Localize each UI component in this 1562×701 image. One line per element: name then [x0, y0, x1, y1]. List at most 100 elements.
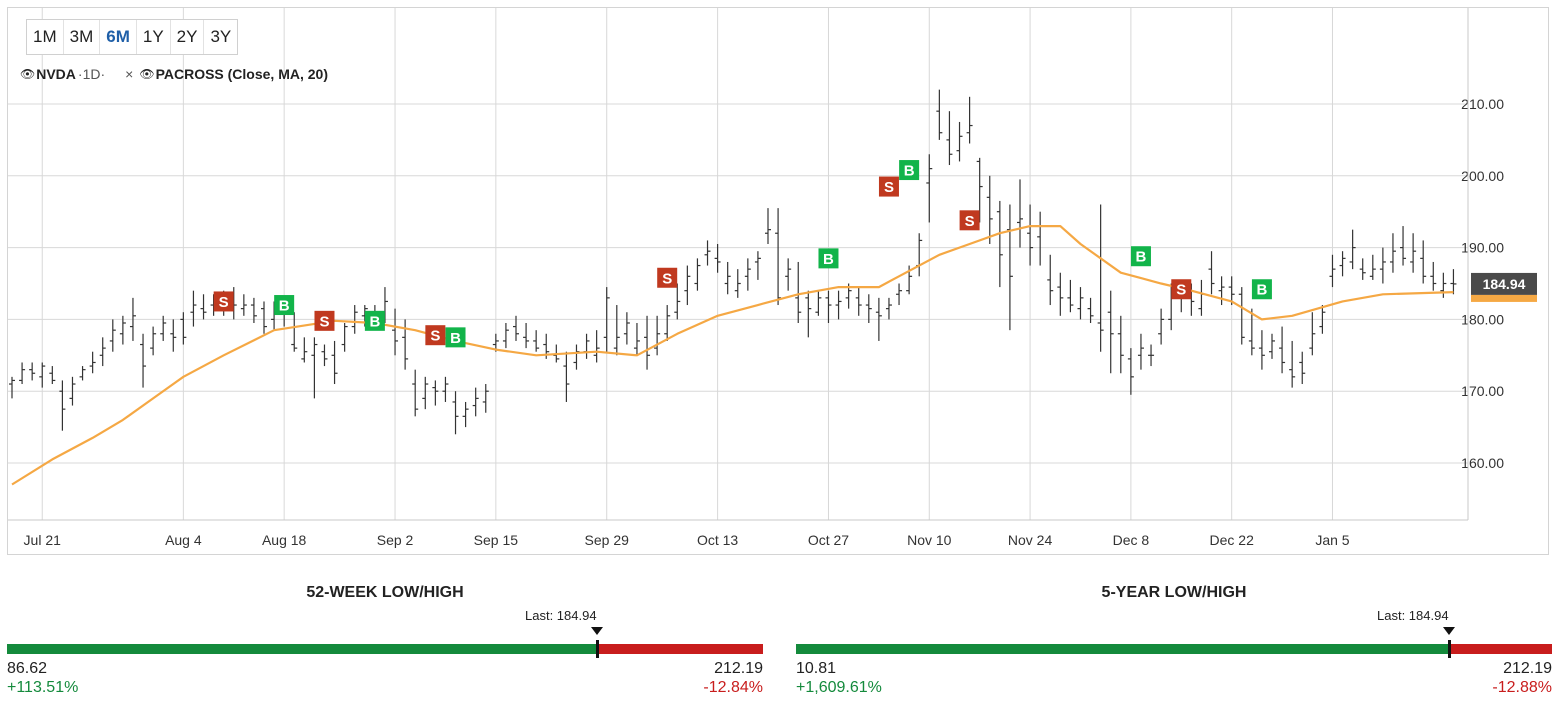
ohlc-bar: [654, 315, 661, 356]
buy-signal-label: B: [450, 330, 461, 347]
ohlc-bar: [1258, 330, 1265, 370]
week52-title: 52-WEEK LOW/HIGH: [306, 584, 464, 601]
sell-signal-label: S: [219, 294, 229, 311]
buy-signal-label: B: [904, 163, 915, 180]
ohlc-bar: [29, 362, 36, 381]
ohlc-bar: [976, 157, 983, 223]
y-tick-label: 160.00: [1461, 455, 1504, 471]
ohlc-bar: [785, 258, 792, 291]
ohlc-bar: [765, 208, 771, 245]
x-tick-label: Sep 15: [474, 532, 519, 548]
buy-signal[interactable]: [1251, 279, 1272, 300]
ohlc-bar: [573, 344, 580, 370]
ohlc-bar: [109, 319, 116, 352]
ohlc-bar: [240, 294, 247, 316]
remove-study-icon[interactable]: ×: [125, 66, 134, 82]
ohlc-bar: [664, 305, 671, 341]
ohlc-bar: [1017, 179, 1023, 248]
range-button-2y[interactable]: 2Y: [171, 20, 205, 54]
buy-signal[interactable]: [1130, 246, 1151, 267]
year5-last-label: Last: 184.94: [1377, 608, 1449, 623]
ohlc-bar: [583, 333, 590, 359]
x-tick-label: Oct 27: [808, 532, 849, 548]
buy-signal[interactable]: [818, 248, 839, 269]
sell-signal[interactable]: [1171, 279, 1192, 300]
ohlc-bar: [89, 351, 96, 374]
ohlc-bar: [392, 308, 399, 356]
ohlc-bar: [1309, 312, 1316, 356]
buy-signal[interactable]: [274, 295, 295, 316]
ohlc-bar: [694, 258, 701, 291]
sell-signal[interactable]: [425, 325, 446, 346]
ohlc-bar: [1027, 204, 1034, 266]
ohlc-bar: [1400, 226, 1407, 266]
ohlc-bar: [180, 312, 187, 345]
ohlc-bar: [160, 315, 167, 341]
x-tick-label: Dec 8: [1113, 532, 1150, 548]
ma20-line: [11, 225, 1454, 486]
range-button-3y[interactable]: 3Y: [210, 27, 232, 46]
ohlc-bar: [1087, 297, 1094, 323]
year5-low: 10.81: [796, 660, 837, 677]
sell-signal[interactable]: [314, 310, 335, 331]
sell-signal[interactable]: [878, 176, 899, 197]
ohlc-bar: [896, 283, 903, 306]
ohlc-bar: [623, 312, 630, 345]
sell-signal[interactable]: [959, 210, 980, 231]
ohlc-bar: [311, 337, 318, 399]
range-button-1y[interactable]: 1Y: [137, 20, 171, 54]
range-button-3m[interactable]: 3M: [64, 20, 101, 54]
eye-icon[interactable]: 👁: [139, 67, 155, 81]
ohlc-bar: [1248, 308, 1255, 356]
eye-icon[interactable]: 👁: [20, 67, 36, 81]
ohlc-bar: [442, 376, 449, 402]
ohlc-bar: [1269, 333, 1275, 359]
ohlc-bar: [966, 96, 973, 144]
ohlc-bar: [1117, 315, 1124, 374]
ohlc-bar: [462, 401, 469, 428]
ohlc-bar: [1450, 269, 1457, 295]
buy-signal-label: B: [369, 313, 380, 330]
week52-high-pct: -12.84%: [703, 679, 763, 696]
ohlc-bar: [170, 319, 177, 352]
buy-signal[interactable]: [445, 327, 466, 348]
week52-high: 212.19: [714, 660, 763, 677]
price-chart[interactable]: 210.00 200.00 190.00 180.00 170.00 160.00 Jul …: [0, 0, 1562, 560]
ohlc-bar: [412, 369, 419, 417]
ohlc-bar: [956, 121, 963, 162]
ohlc-bar: [613, 305, 620, 356]
ohlc-bar: [1158, 308, 1165, 345]
ohlc-bar: [79, 366, 86, 381]
legend-interval: ·1D·: [77, 66, 106, 82]
ohlc-bar: [1208, 251, 1215, 295]
buy-signal-label: B: [1136, 249, 1147, 266]
ohlc-bar: [291, 312, 298, 352]
last-price-badge: [1471, 272, 1537, 295]
ohlc-bar: [513, 315, 519, 341]
week52-last-label: Last: 184.94: [525, 608, 597, 623]
ohlc-bar: [321, 344, 328, 367]
week52-high-segment: [597, 644, 763, 654]
sell-signal-label: S: [430, 328, 440, 345]
range-button-6m[interactable]: 6M: [100, 20, 137, 54]
sell-signal-label: S: [662, 270, 672, 287]
buy-signal[interactable]: [899, 160, 920, 181]
ohlc-bar: [59, 380, 66, 431]
year5-high-pct: -12.88%: [1492, 679, 1552, 696]
ohlc-bar: [865, 294, 872, 323]
ohlc-bar: [744, 258, 751, 291]
ohlc-bar: [9, 376, 15, 399]
week52-pointer-icon: [591, 627, 603, 635]
sell-signal-label: S: [1176, 282, 1186, 299]
year5-pointer-icon: [1443, 627, 1455, 635]
range-selector: 1M 3M 6M 1Y 2Y 3Y: [26, 19, 239, 55]
year5-high-segment: [1449, 644, 1552, 654]
buy-signal[interactable]: [364, 310, 385, 331]
ohlc-bar: [754, 251, 761, 280]
sell-signal[interactable]: [657, 267, 678, 288]
ohlc-bar: [261, 301, 267, 334]
ohlc-bar: [875, 297, 882, 341]
x-tick-label: Aug 4: [165, 532, 202, 548]
sell-signal[interactable]: [213, 291, 234, 312]
range-button-1m[interactable]: 1M: [27, 20, 64, 54]
